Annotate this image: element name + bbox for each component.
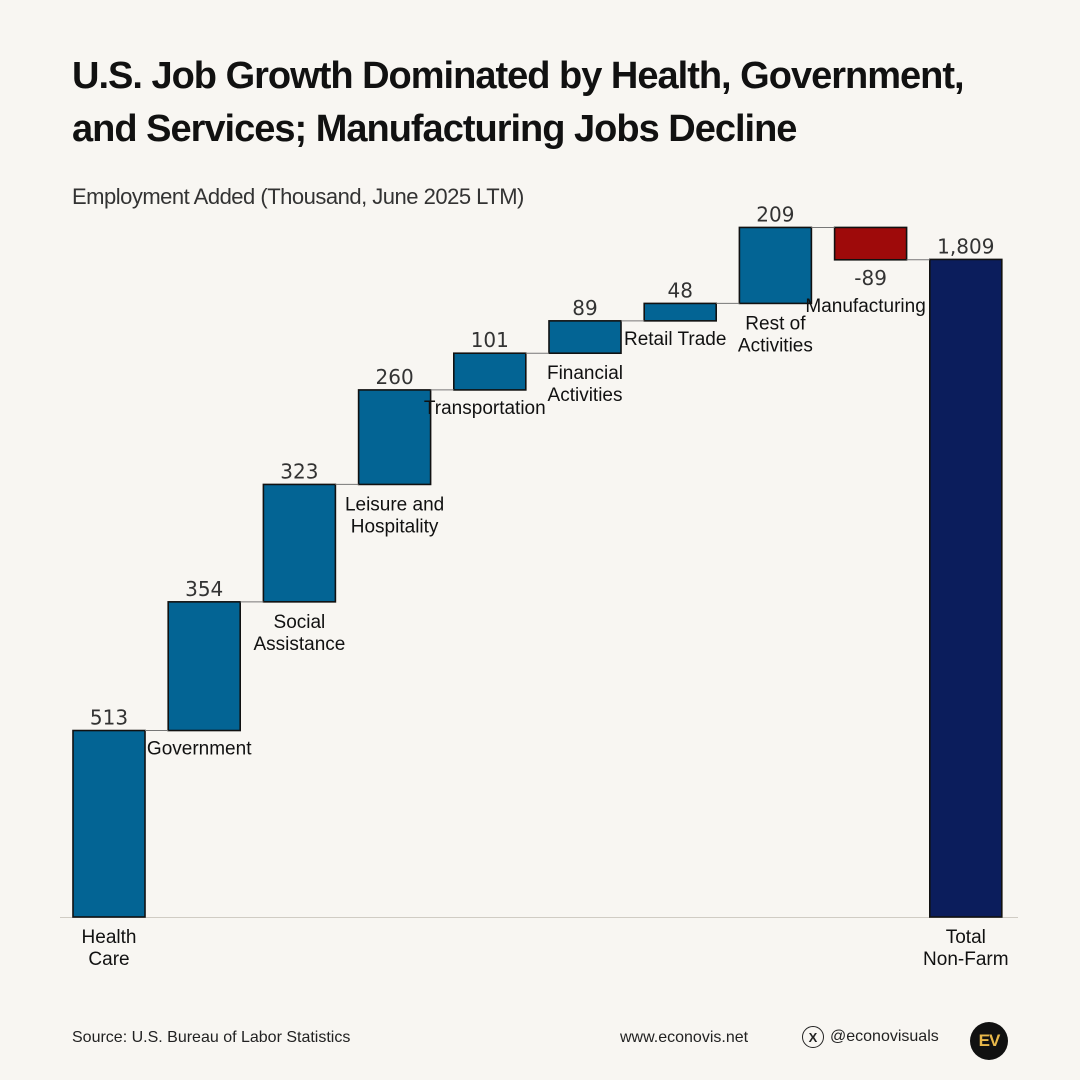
category-label-line: Health (82, 927, 137, 948)
category-label-financial-activities: Financial Activities (547, 363, 623, 406)
bar-retail-trade (643, 302, 718, 322)
category-label-line: Rest of (745, 313, 806, 334)
social-handle-text: @econovisuals (830, 1028, 939, 1045)
category-label-line: Transportation (424, 398, 546, 419)
source-note: Source: U.S. Bureau of Labor Statistics (72, 1029, 351, 1046)
category-label-line: Activities (738, 335, 813, 356)
category-label-line: Non-Farm (923, 949, 1009, 970)
category-label-government: Government (147, 739, 252, 760)
value-label-financial-activities: 89 (572, 296, 597, 320)
category-label-line: Social (274, 612, 326, 633)
category-label-line: Hospitality (351, 516, 439, 537)
bar-health-care (72, 729, 146, 918)
value-label-retail-trade: 48 (667, 278, 692, 302)
category-label-line: Total (946, 927, 986, 948)
bar-financial-activities (548, 320, 622, 355)
social-handle[interactable]: X @econovisuals (802, 1026, 939, 1048)
value-label-transportation: 101 (471, 328, 509, 352)
category-label-line: Government (147, 739, 252, 760)
category-label-retail-trade: Retail Trade (624, 329, 726, 350)
category-label-rest-of-activities: Rest of Activities (738, 313, 813, 356)
website-link[interactable]: www.econovis.net (620, 1029, 749, 1046)
value-label-manufacturing: -89 (854, 266, 887, 290)
bar-transportation (452, 352, 527, 391)
value-label-leisure-and-hospitality: 260 (376, 365, 414, 389)
category-label-total-non-farm: Total Non-Farm (923, 927, 1009, 970)
value-label-government: 354 (185, 577, 223, 601)
category-label-transportation: Transportation (424, 398, 546, 419)
category-label-health-care: Health Care (82, 927, 137, 970)
bar-total-non-farm (928, 258, 1003, 918)
bar-government (167, 601, 241, 732)
chart-subtitle: Employment Added (Thousand, June 2025 LT… (72, 184, 524, 209)
category-label-line: Retail Trade (624, 329, 726, 350)
category-label-line: Leisure and (345, 494, 444, 515)
bar-manufacturing (833, 226, 908, 261)
x-logo-icon: X (802, 1026, 824, 1048)
category-label-line: Financial (547, 363, 623, 384)
value-label-health-care: 513 (90, 706, 128, 730)
chart-title: U.S. Job Growth Dominated by Health, Gov… (72, 55, 965, 150)
bar-social-assistance (262, 483, 337, 603)
brand-logo: EV (970, 1022, 1008, 1060)
bar-leisure-and-hospitality (357, 389, 432, 486)
category-label-line: Manufacturing (805, 296, 925, 317)
value-label-social-assistance: 323 (280, 459, 318, 483)
value-label-total-non-farm: 1,809 (937, 234, 994, 258)
category-label-leisure-and-hospitality: Leisure and Hospitality (345, 494, 444, 537)
category-label-manufacturing: Manufacturing (805, 296, 925, 317)
value-label-rest-of-activities: 209 (756, 202, 794, 226)
waterfall-chart: 513 Health Care 354 Government 323 Social Assis… (60, 202, 1018, 970)
category-label-social-assistance: Social Assistance (253, 612, 345, 655)
category-label-line: Care (88, 949, 129, 970)
category-label-line: Assistance (253, 634, 345, 655)
category-label-line: Activities (548, 385, 623, 406)
bar-rest-of-activities (738, 226, 813, 305)
